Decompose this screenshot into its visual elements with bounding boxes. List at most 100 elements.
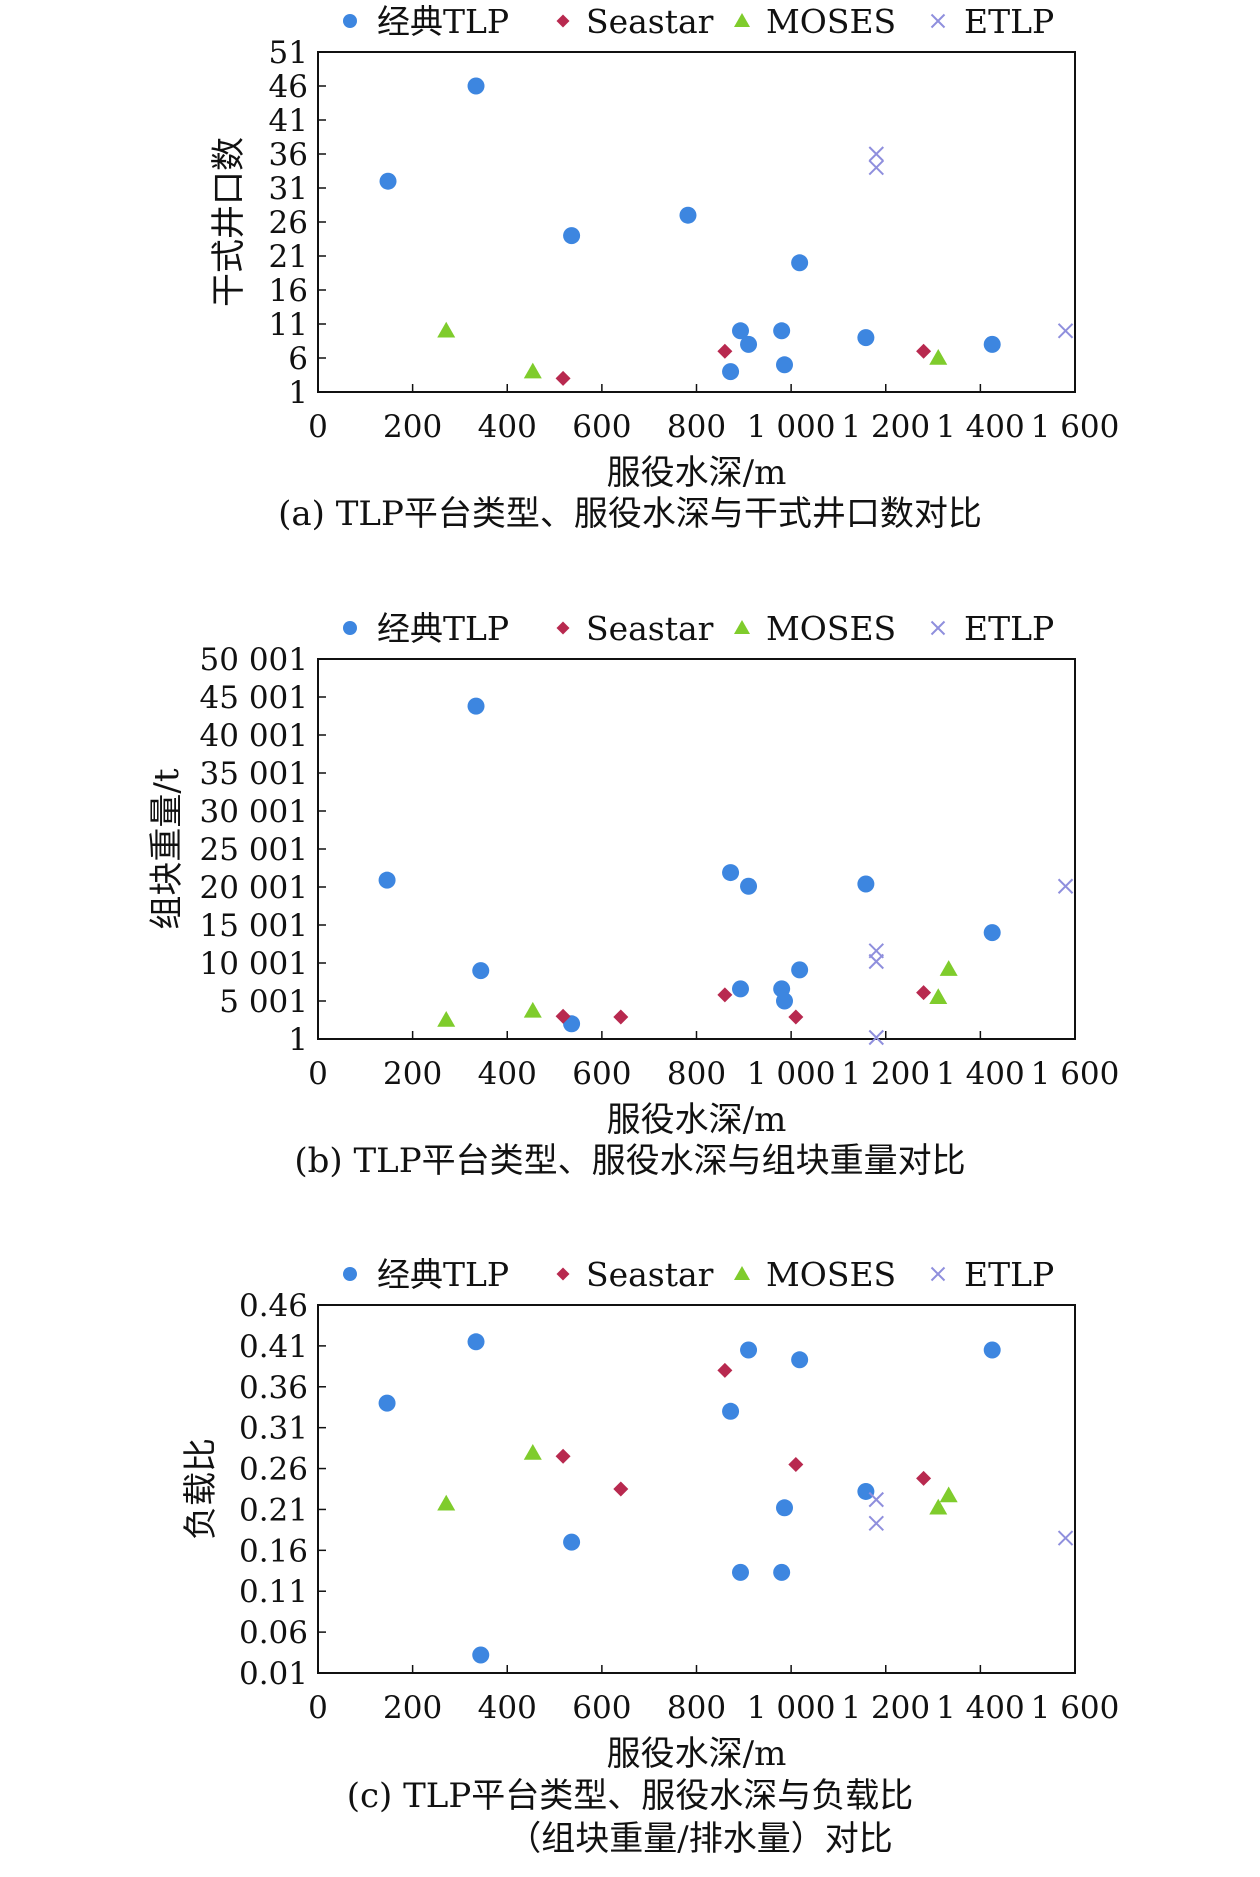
x-tick-label: 600 xyxy=(572,1690,631,1726)
data-point-moses xyxy=(939,1486,958,1503)
y-tick-label: 0.01 xyxy=(239,1656,308,1692)
legend-marker-seastar xyxy=(556,14,570,28)
y-tick-label: 45 001 xyxy=(200,680,308,716)
data-point-etlp xyxy=(868,953,884,970)
y-tick-label: 20 001 xyxy=(200,870,308,906)
y-tick-label: 0.16 xyxy=(239,1533,308,1569)
x-tick-label: 1 000 xyxy=(747,1690,836,1726)
data-point-classic-tlp xyxy=(467,77,485,95)
legend-label-etlp: ETLP xyxy=(964,2,1054,41)
y-tick-label: 30 001 xyxy=(200,794,308,830)
chart-panel-c: 经典TLP Seastar MOSES ETLP 0.01 0.06 0.11 0.16 0.2… xyxy=(181,1255,1119,1859)
data-point-classic-tlp xyxy=(472,962,490,980)
data-point-classic-tlp xyxy=(467,697,485,715)
x-axis-label: 服役水深/m xyxy=(607,453,787,493)
y-tick-label: 0.46 xyxy=(239,1288,308,1324)
y-tick-label: 11 xyxy=(269,307,308,343)
legend: 经典TLP Seastar MOSES ETLP xyxy=(343,1255,1054,1294)
y-tick-label: 25 001 xyxy=(200,832,308,868)
x-tick-label: 1 200 xyxy=(841,1690,930,1726)
y-axis-label: 组块重量/t xyxy=(147,768,187,929)
data-point-seastar xyxy=(916,985,932,1001)
data-point-classic-tlp xyxy=(773,1563,791,1581)
y-tick-label: 16 xyxy=(269,273,308,309)
y-tick-label: 26 xyxy=(269,205,308,241)
data-point-etlp xyxy=(868,1491,884,1508)
data-point-moses xyxy=(939,960,958,976)
y-tick-label: 46 xyxy=(269,69,308,105)
legend-marker-seastar xyxy=(556,621,570,635)
y-tick-label: 0.21 xyxy=(239,1492,308,1528)
series-etlp xyxy=(868,146,1074,339)
y-tick-label: 0.06 xyxy=(239,1615,308,1651)
data-point-classic-tlp xyxy=(740,335,758,353)
legend-label-classic-tlp: 经典TLP xyxy=(377,2,509,41)
legend-label-etlp: ETLP xyxy=(964,1255,1054,1294)
series-seastar xyxy=(555,343,932,386)
data-point-seastar xyxy=(717,1362,733,1378)
legend-marker-seastar xyxy=(556,1267,570,1281)
data-point-etlp xyxy=(868,159,884,176)
data-point-etlp xyxy=(1057,1530,1074,1546)
data-point-etlp xyxy=(868,146,884,162)
chart-caption: (b) TLP平台类型、服役水深与组块重量对比 xyxy=(294,1141,965,1181)
plot-frame xyxy=(317,658,1076,1040)
x-tick-label: 0 xyxy=(308,1056,328,1092)
y-tick-label: 21 xyxy=(269,239,308,275)
series-etlp xyxy=(868,1491,1074,1546)
y-axis-label: 干式井口数 xyxy=(209,137,249,307)
data-point-classic-tlp xyxy=(722,864,740,882)
y-tick-label: 10 001 xyxy=(200,946,308,982)
data-point-seastar xyxy=(916,1470,932,1486)
x-tick-label: 1 600 xyxy=(1031,409,1120,445)
legend-label-seastar: Seastar xyxy=(586,2,714,41)
y-tick-label: 0.36 xyxy=(239,1370,308,1406)
legend-marker-moses xyxy=(734,1266,750,1280)
legend-label-etlp: ETLP xyxy=(964,609,1054,648)
legend-marker-moses xyxy=(734,13,750,27)
y-tick-label: 5 001 xyxy=(219,984,308,1020)
data-point-classic-tlp xyxy=(791,254,809,272)
legend-marker-classic-tlp xyxy=(343,1267,357,1281)
data-point-classic-tlp xyxy=(791,961,809,979)
y-tick-label: 41 xyxy=(269,103,308,139)
plot-frame xyxy=(317,1304,1076,1674)
series-classic-tlp xyxy=(378,697,1001,1033)
legend-marker-classic-tlp xyxy=(343,621,357,635)
data-point-seastar xyxy=(916,343,932,359)
series-etlp xyxy=(868,878,1074,1046)
x-tick-label: 200 xyxy=(383,1690,442,1726)
data-point-classic-tlp xyxy=(722,1402,740,1420)
data-point-classic-tlp xyxy=(983,924,1001,942)
legend-marker-classic-tlp xyxy=(343,14,357,28)
x-tick-label: 1 400 xyxy=(936,1690,1025,1726)
series-moses xyxy=(437,960,958,1027)
x-tick-label: 400 xyxy=(478,409,537,445)
plot-frame xyxy=(317,51,1076,393)
x-tick-label: 0 xyxy=(308,409,328,445)
x-tick-label: 800 xyxy=(667,1690,726,1726)
y-tick-label: 0.11 xyxy=(239,1574,308,1610)
x-tick-label: 1 000 xyxy=(747,409,836,445)
x-axis-label: 服役水深/m xyxy=(607,1734,787,1774)
legend: 经典TLP Seastar MOSES ETLP xyxy=(343,609,1054,648)
chart-caption-line2: （组块重量/排水量）对比 xyxy=(507,1819,892,1859)
data-point-classic-tlp xyxy=(776,1499,794,1517)
x-tick-label: 400 xyxy=(478,1056,537,1092)
legend-label-classic-tlp: 经典TLP xyxy=(377,609,509,648)
x-tick-label: 1 600 xyxy=(1031,1056,1120,1092)
data-point-classic-tlp xyxy=(857,875,875,893)
y-tick-label: 15 001 xyxy=(200,908,308,944)
x-tick-label: 800 xyxy=(667,1056,726,1092)
data-point-classic-tlp xyxy=(472,1646,490,1664)
data-point-moses xyxy=(523,362,542,379)
y-tick-label: 1 xyxy=(288,1022,308,1058)
data-point-moses xyxy=(929,988,948,1004)
data-point-classic-tlp xyxy=(983,335,1001,353)
data-point-classic-tlp xyxy=(740,1341,758,1359)
y-tick-label: 1 xyxy=(288,375,308,411)
data-point-etlp xyxy=(1057,878,1074,894)
data-point-classic-tlp xyxy=(379,172,397,190)
data-point-classic-tlp xyxy=(791,1351,809,1369)
